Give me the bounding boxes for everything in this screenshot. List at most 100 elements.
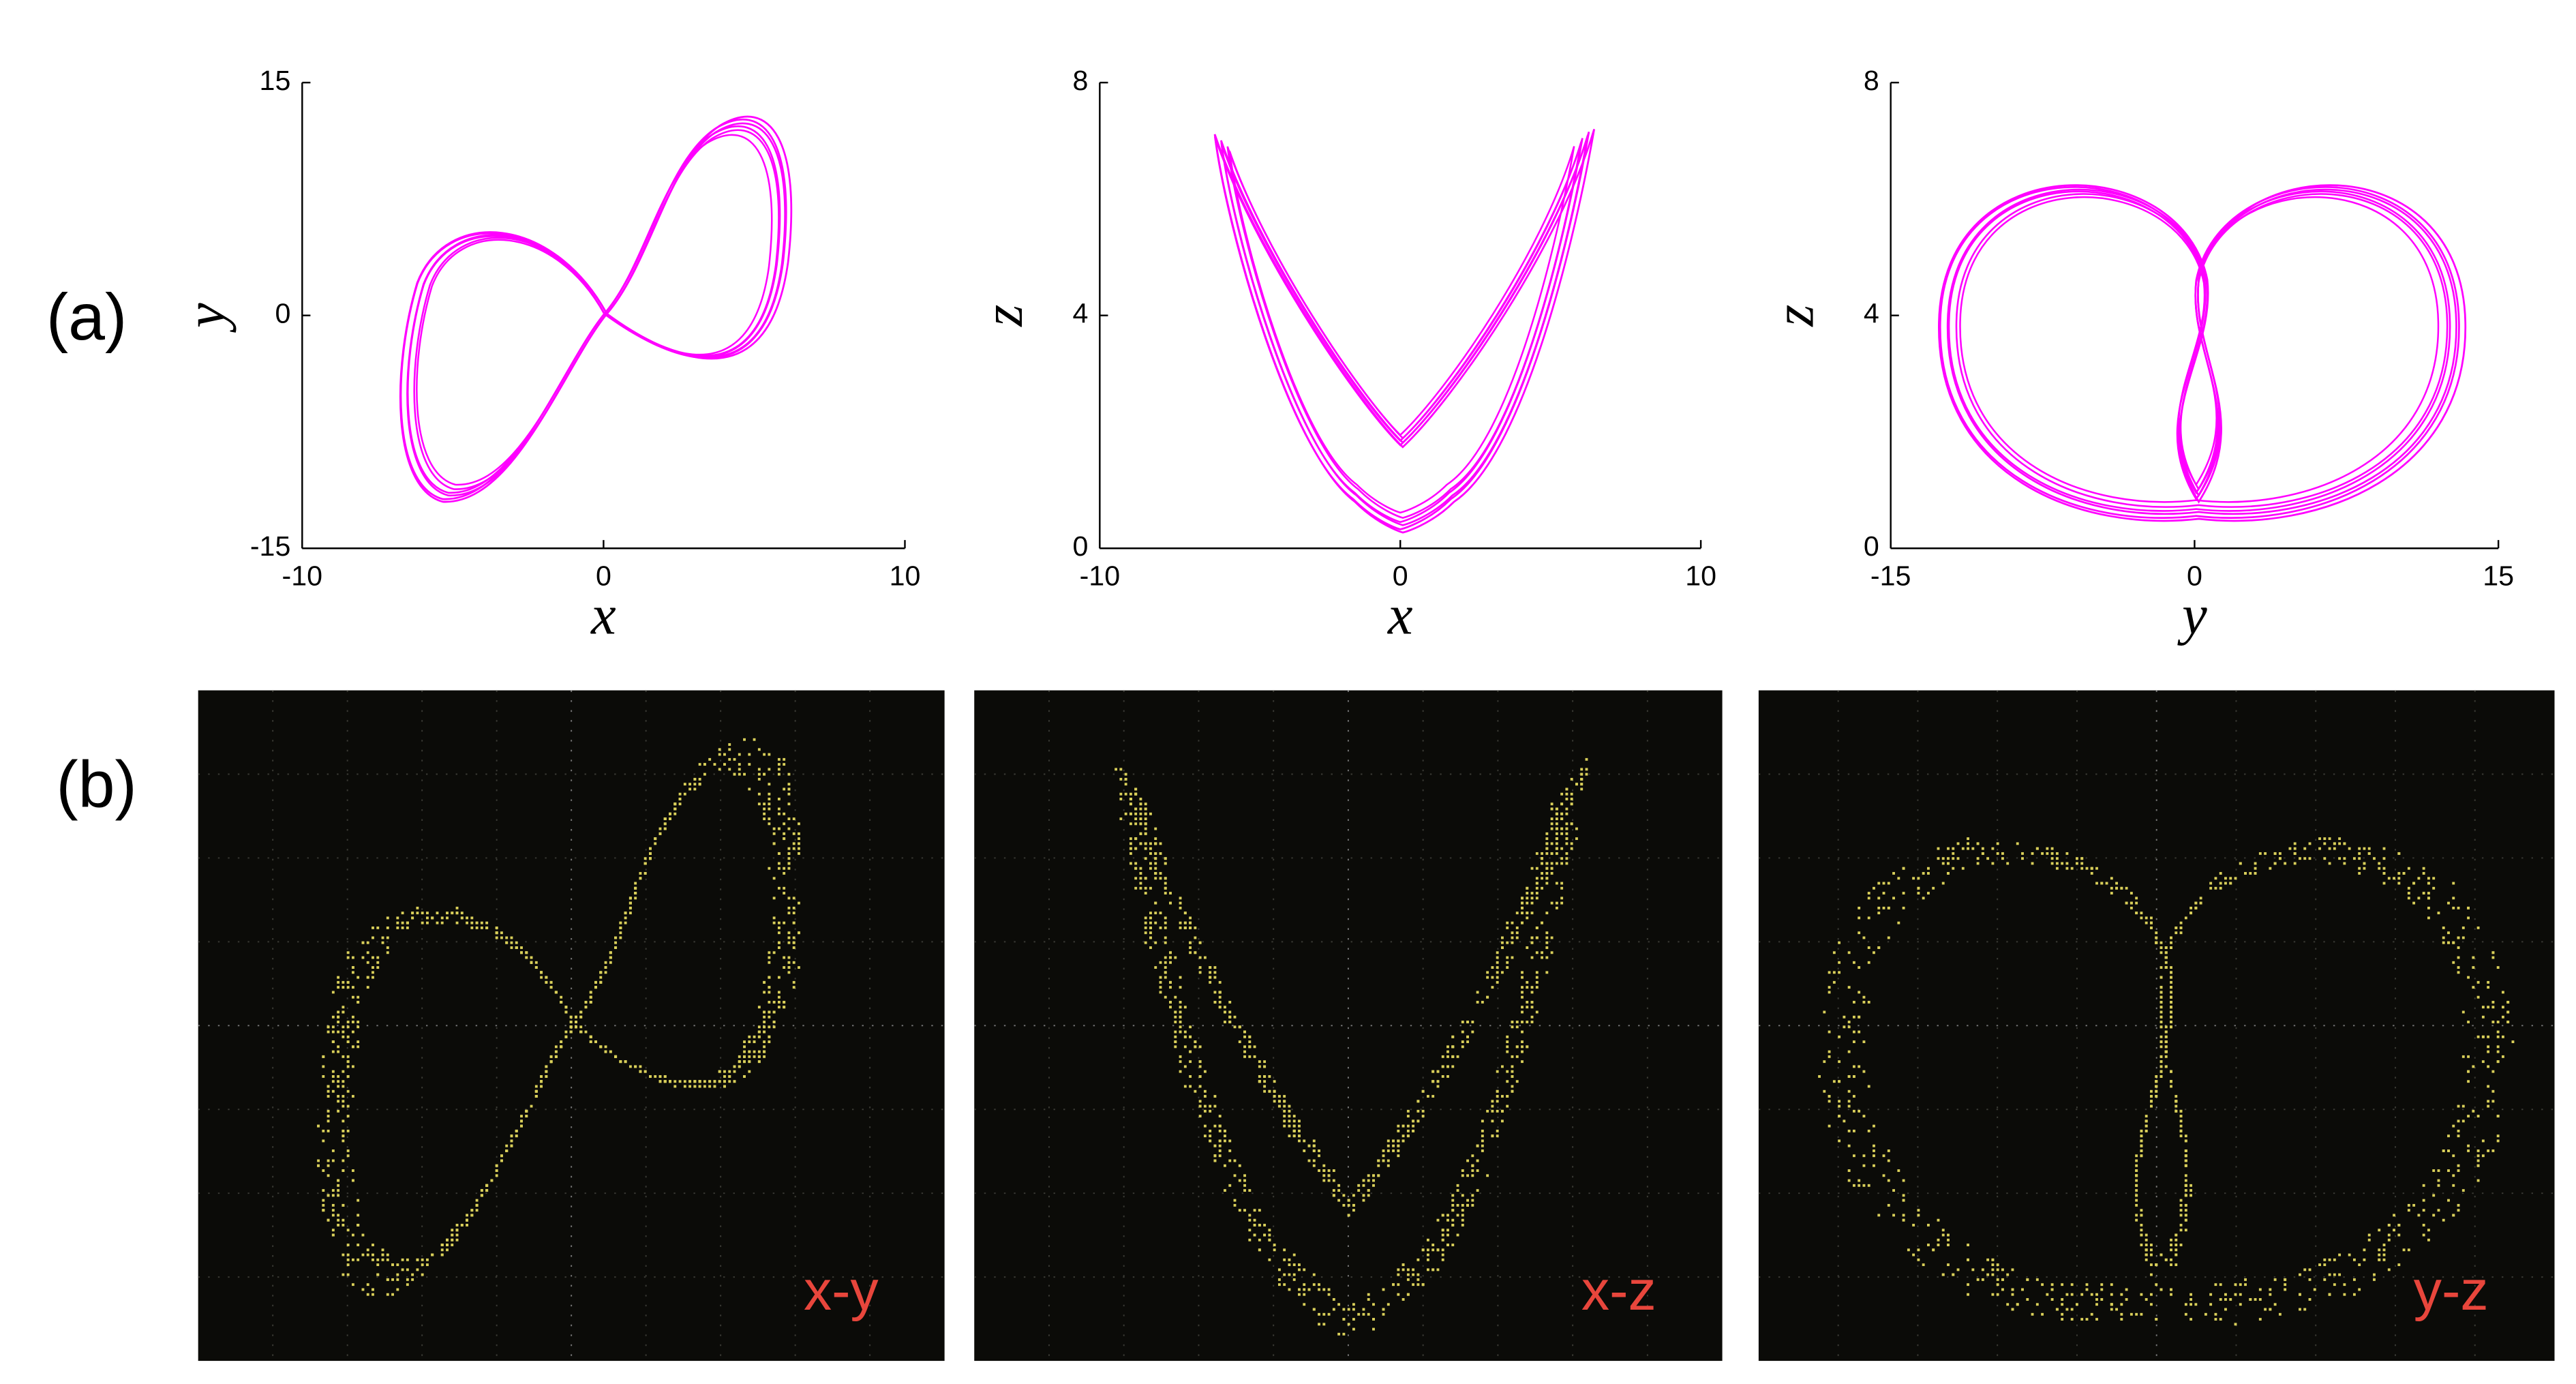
scope-dot [2164, 1045, 2168, 1049]
scope-dot [1183, 1035, 1187, 1038]
scope-dot [1377, 1174, 1380, 1177]
scope-dot [2506, 1000, 2510, 1004]
scope-dot [1203, 1134, 1207, 1138]
scope-dot [1124, 783, 1127, 786]
scope-dot [2491, 1006, 2495, 1009]
scope-dot [787, 912, 791, 915]
scope-dot [2095, 1303, 2098, 1306]
scope-dot [485, 1189, 489, 1192]
scope-dot [1867, 1085, 1870, 1088]
scope-dot [639, 872, 642, 875]
scope-dot [1149, 946, 1152, 949]
scope-dot [327, 1174, 330, 1177]
scope-dot [1134, 807, 1138, 811]
scope-dot [1312, 1159, 1316, 1162]
scope-dot [1218, 1149, 1222, 1152]
scope-dot [1218, 980, 1222, 984]
scope-dot [1535, 951, 1539, 954]
scope-dot [1318, 1312, 1320, 1316]
scope-dot [792, 912, 795, 915]
scope-dot [1283, 1100, 1286, 1103]
scope-dot [2031, 862, 2034, 865]
scope-dot [663, 827, 667, 830]
scope-dot [2442, 936, 2445, 939]
scope-dot [1233, 1203, 1237, 1207]
scope-dot [331, 991, 335, 994]
scope-dot [2061, 1318, 2064, 1321]
scope-dot [579, 1015, 583, 1019]
scope-dot [401, 912, 404, 915]
scope-dot [1273, 1095, 1276, 1098]
scope-dot [2065, 1293, 2069, 1296]
scope-dot [2145, 1253, 2148, 1257]
scope-dot [2244, 872, 2247, 875]
scope-dot [1847, 1104, 1851, 1108]
scope-dot [1530, 1006, 1534, 1009]
scope-dot [1213, 966, 1217, 969]
scope-dot [337, 976, 340, 979]
scope-dot [678, 1080, 682, 1083]
scope-dot [1367, 1293, 1370, 1296]
scope-dot [2184, 1139, 2187, 1143]
scope-dot [1303, 1139, 1306, 1143]
scope-dot [1183, 1045, 1187, 1049]
scope-dot [1847, 951, 1851, 954]
scope-dot [1511, 1085, 1514, 1088]
scope-dot [1491, 1109, 1494, 1113]
scope-dot [1887, 1179, 1890, 1182]
scope-dot [421, 1258, 424, 1261]
scope-dot [1530, 897, 1534, 900]
scope-dot [624, 1060, 627, 1064]
scope-dot [777, 867, 781, 870]
scope-dot [2501, 1006, 2504, 1009]
scope-dot [1129, 822, 1132, 826]
scope-dot [1372, 1318, 1375, 1321]
scope-dot [1991, 1258, 1995, 1261]
scope-dot [1867, 1000, 1870, 1004]
scope-dot [763, 1050, 766, 1053]
scope-dot [337, 1194, 340, 1197]
scope-dot [372, 976, 374, 979]
scope-dot [2352, 857, 2356, 860]
scope-dot [1832, 980, 1836, 984]
scope-dot [1521, 986, 1524, 989]
scope-dot [2150, 916, 2153, 920]
scope-dot [1902, 867, 1905, 870]
scope-dot [2179, 1134, 2183, 1138]
scope-dot [2363, 1258, 2366, 1261]
scope-dot [792, 986, 795, 989]
scope-dot [1144, 886, 1147, 890]
scope-dot [317, 1164, 320, 1167]
scope-dot [1947, 1233, 1950, 1237]
scope-dot [1515, 1021, 1519, 1023]
scope-dot [366, 976, 369, 979]
scope-dot [1159, 926, 1162, 929]
scope-dot [2397, 872, 2401, 875]
scope-dot [1347, 1203, 1350, 1207]
scope-dot [351, 1045, 354, 1049]
scope-dot [2170, 1006, 2172, 1009]
scope-dot [1412, 1283, 1415, 1287]
scope-dot [1847, 1179, 1851, 1182]
scope-dot [1441, 1065, 1444, 1068]
scope-dot [1292, 1273, 1296, 1276]
scope-dot [1506, 926, 1509, 929]
scope-dot [446, 1238, 449, 1242]
scope-dot [1521, 991, 1524, 994]
scope-dot [520, 946, 523, 949]
scope-dot [1431, 1095, 1435, 1098]
scope-dot [1937, 1244, 1940, 1246]
scope-dot [2338, 1273, 2342, 1276]
scope-dot [1937, 847, 1940, 850]
scope-dot [2467, 916, 2470, 920]
scope-dot [1228, 1139, 1232, 1143]
scope-dot [1189, 951, 1192, 954]
scope-dot [763, 807, 766, 811]
scope-dot [2239, 1283, 2242, 1287]
scope-dot [1129, 798, 1132, 800]
scope-dot [2164, 951, 2168, 954]
scope-dot [1897, 921, 1900, 924]
scope-dot [372, 1253, 374, 1257]
scope-dot [1877, 906, 1881, 909]
scope-dot [2452, 906, 2455, 909]
